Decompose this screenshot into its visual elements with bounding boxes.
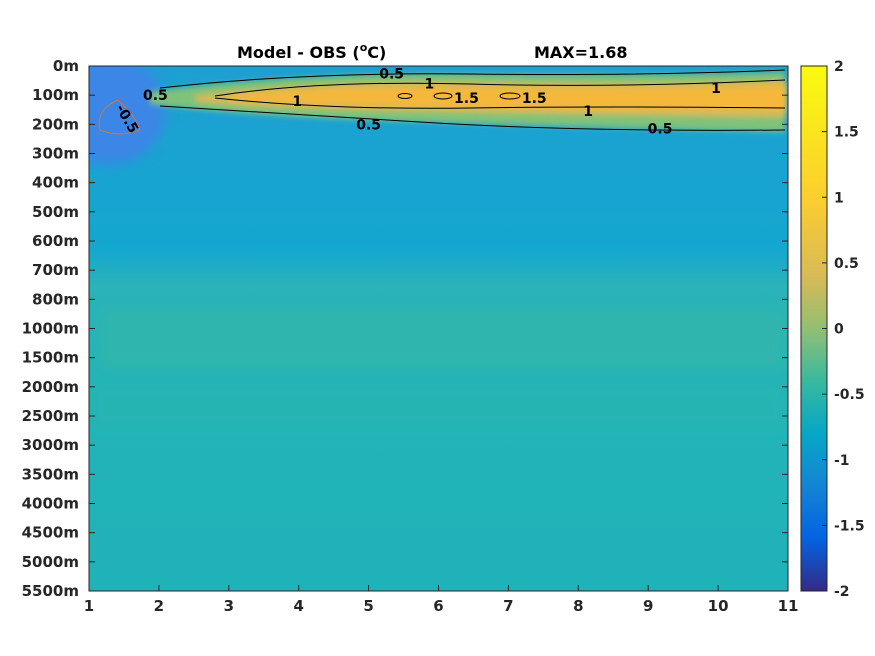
- colorbar-axis: 2 1.5 1 0.5 0 -0.5 -1 -1.5 -2: [822, 59, 865, 600]
- x-tick-label: 9: [643, 597, 653, 615]
- y-tick-label: 3500m: [22, 465, 79, 483]
- colorbar-tick-label: -0.5: [834, 387, 865, 403]
- colorbar-tick-label: -2: [834, 584, 850, 600]
- x-tick-label: 1: [84, 597, 94, 615]
- x-axis: 1 2 3 4 5 6 7 8 9 10 11: [84, 585, 799, 615]
- x-tick-label: 5: [363, 597, 373, 615]
- contour-1.5-ring: [433, 92, 453, 100]
- x-tick-label: 4: [293, 597, 303, 615]
- y-tick-label: 200m: [32, 115, 79, 133]
- anomaly-band-mid: [100, 310, 788, 370]
- y-tick-label: 500m: [32, 203, 79, 221]
- y-tick-label: 4500m: [22, 524, 79, 542]
- colorbar-tick-label: 0.5: [834, 256, 859, 272]
- y-tick-label: 300m: [32, 145, 79, 163]
- y-tick-label: 1500m: [22, 349, 79, 367]
- colorbar-tick-label: 1.5: [834, 125, 859, 141]
- y-tick-label: 100m: [32, 86, 79, 104]
- contour-label: 1: [425, 77, 435, 93]
- contour-0.5-bottom: [159, 105, 786, 131]
- x-tick-label: 2: [154, 597, 164, 615]
- max-label: MAX=1.68: [534, 43, 628, 62]
- cold-anomaly-region: [89, 66, 165, 165]
- y-tick-label: 2500m: [22, 407, 79, 425]
- anomaly-band-deep: [89, 380, 788, 430]
- colorbar-tick-label: 2: [834, 59, 844, 75]
- x-tick-label: 10: [708, 597, 729, 615]
- contour-0.5-top: [159, 69, 786, 89]
- x-tick-label: 11: [778, 597, 799, 615]
- contour-1.5-ring: [397, 93, 413, 99]
- x-tick-label: 8: [573, 597, 583, 615]
- y-axis: 0m 100m 200m 300m 400m 500m 600m 700m 800m 1000m 1…: [22, 57, 788, 600]
- colorbar-tick-label: 0: [834, 322, 844, 338]
- x-tick-label: 6: [433, 597, 443, 615]
- colorbar-tick-label: 1: [834, 190, 844, 206]
- y-tick-label: 5000m: [22, 553, 79, 571]
- contour-label: 0.5: [648, 122, 673, 138]
- x-tick-label: 3: [224, 597, 234, 615]
- contour-label: 1.5: [454, 91, 479, 107]
- y-tick-label: 1000m: [22, 320, 79, 338]
- warm-band-core: [230, 86, 785, 110]
- contour-label: 1: [583, 104, 593, 120]
- y-tick-label: 700m: [32, 261, 79, 279]
- y-tick-label: 3000m: [22, 436, 79, 454]
- y-tick-label: 600m: [32, 232, 79, 250]
- contour-1-top: [214, 79, 786, 97]
- contour-label: 0.5: [379, 66, 404, 82]
- colorbar-tick-label: -1: [834, 453, 850, 469]
- y-tick-label: 800m: [32, 290, 79, 308]
- colorbar-tick-label: -1.5: [834, 518, 865, 534]
- contour-label: 1: [292, 94, 302, 110]
- y-tick-label: 0m: [53, 57, 79, 75]
- contour-label: 1.5: [522, 91, 547, 107]
- y-tick-label: 400m: [32, 174, 79, 192]
- x-tick-label: 7: [503, 597, 513, 615]
- contour-neg-0.5: [98, 99, 141, 135]
- chart-title: Model - OBS (oC): [237, 41, 386, 62]
- y-tick-label: 5500m: [22, 582, 79, 600]
- contour-label: 0.5: [143, 88, 168, 104]
- contour-label: 0.5: [356, 117, 381, 133]
- y-tick-label: 4000m: [22, 495, 79, 513]
- contour-label: 1: [711, 81, 721, 97]
- contour-1-bottom: [214, 97, 786, 109]
- y-tick-label: 2000m: [22, 378, 79, 396]
- contour-1.5-ring: [499, 92, 521, 100]
